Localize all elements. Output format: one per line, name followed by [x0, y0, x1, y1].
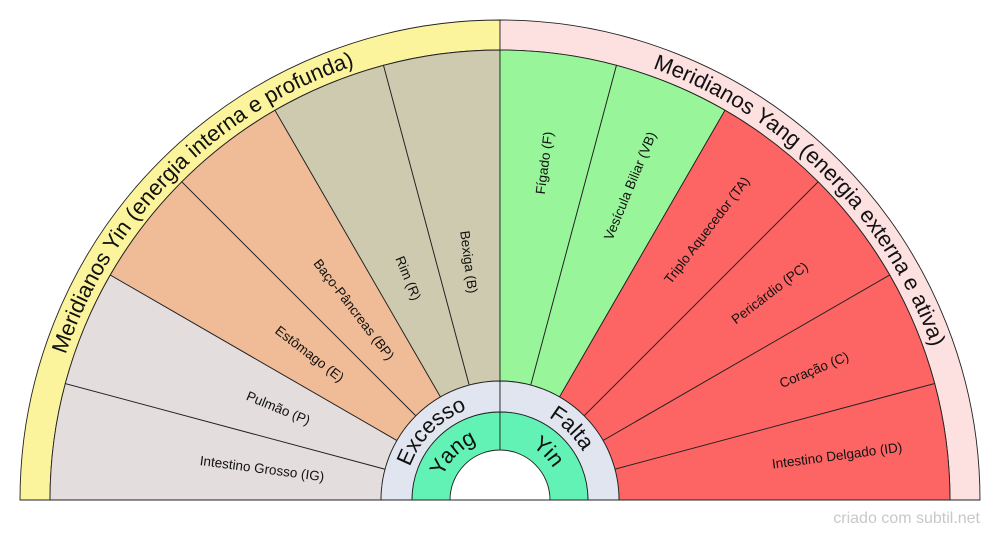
- meridian-segments: [49, 49, 951, 501]
- credit-text: criado com subtil.net: [833, 510, 980, 527]
- center-rings: [20, 380, 980, 501]
